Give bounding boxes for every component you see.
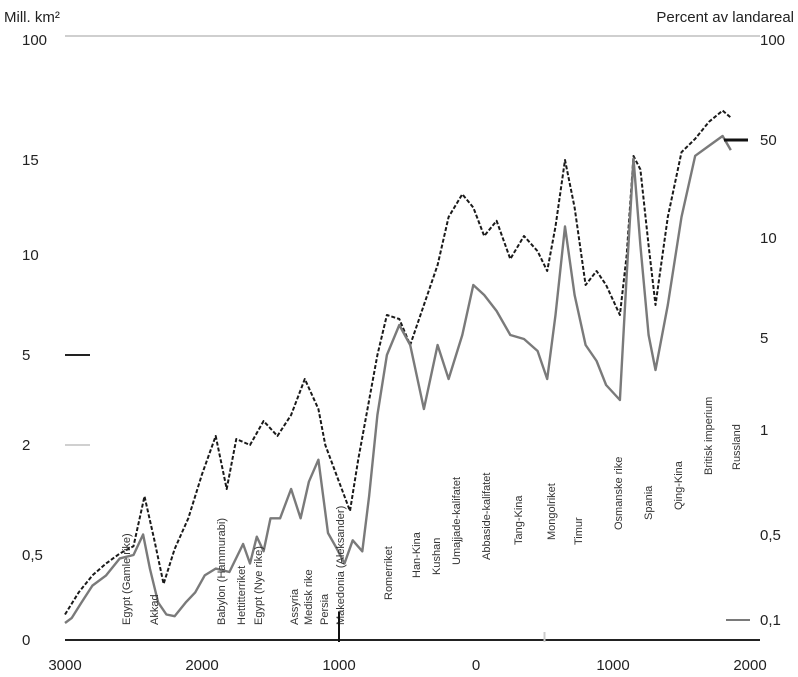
empire-label: Medisk rike xyxy=(303,569,315,625)
empire-label: Osmanske rike xyxy=(613,457,625,530)
lines-layer xyxy=(64,109,732,624)
empire-label: Spania xyxy=(643,485,655,520)
right-tick-label: 10 xyxy=(760,230,777,247)
empire-label: Egypt (Gamle rike) xyxy=(121,533,133,625)
empire-label: Abbaside-kalifatet xyxy=(481,473,493,560)
empire-label: Kushan xyxy=(431,538,443,575)
empire-label: Romerriket xyxy=(383,546,395,600)
empire-label: Han-Kina xyxy=(411,531,423,578)
x-tick-label: 0 xyxy=(472,657,480,674)
empire-label: Babylon (Hammurabi) xyxy=(216,518,228,625)
right-tick-label: 100 xyxy=(760,32,785,49)
empire-label: Akkad xyxy=(149,594,161,625)
left-tick-label: 0 xyxy=(22,632,30,649)
right-tick-label: 0,5 xyxy=(760,527,781,544)
left-tick-label: 10 xyxy=(22,247,39,264)
empire-label: Hettitterriket xyxy=(236,566,248,625)
empire-label: Persia xyxy=(319,593,331,625)
empire-label: Timur xyxy=(573,517,585,545)
empire-label: Umajjade-kalifatet xyxy=(451,477,463,565)
left-tick-label: 15 xyxy=(22,152,39,169)
x-tick-label: 3000 xyxy=(48,657,81,674)
left-tick-label: 100 xyxy=(22,32,47,49)
x-tick-label: 2000 xyxy=(733,657,766,674)
right-axis-title: Percent av landareal xyxy=(656,9,794,26)
series-line xyxy=(64,134,732,624)
left-tick-label: 0,5 xyxy=(22,547,43,564)
axes-layer: Mill. km² Percent av landareal xyxy=(4,9,794,641)
empire-label: Makedonia (Aleksander) xyxy=(335,506,347,625)
right-tick-label: 50 xyxy=(760,132,777,149)
empire-label: Russland xyxy=(731,424,743,470)
empire-label: Egypt (Nye rike) xyxy=(253,546,265,625)
left-tick-label: 5 xyxy=(22,347,30,364)
right-tick-label: 5 xyxy=(760,330,768,347)
empire-label: Qing-Kina xyxy=(673,460,685,510)
x-tick-label: 1000 xyxy=(596,657,629,674)
x-tick-label: 2000 xyxy=(185,657,218,674)
left-tick-label: 2 xyxy=(22,437,30,454)
right-tick-label: 0,1 xyxy=(760,612,781,629)
empire-label: Tang-Kina xyxy=(513,495,525,545)
x-tick-label: 1000 xyxy=(322,657,355,674)
left-axis-title: Mill. km² xyxy=(4,9,60,26)
empire-label: Mongolriket xyxy=(546,483,558,540)
right-tick-label: 1 xyxy=(760,422,768,439)
empire-label: Britisk imperium xyxy=(703,397,715,475)
annotations-layer: Egypt (Gamle rike) Akkad Babylon (Hammurab… xyxy=(121,397,743,625)
empire-label: Assyria xyxy=(289,588,301,625)
